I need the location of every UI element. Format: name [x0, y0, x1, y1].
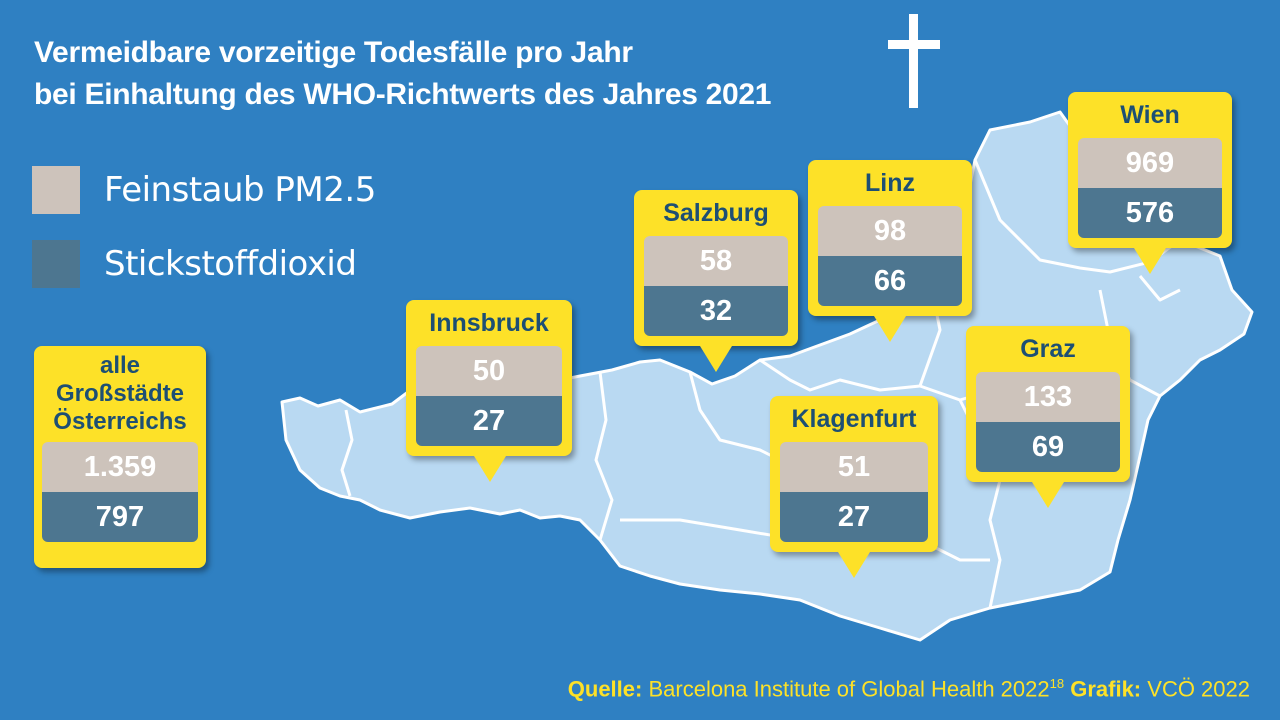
no2-value-linz: 66: [818, 256, 962, 306]
callout-pointer-graz: [1032, 482, 1064, 508]
legend-item-no2: Stickstoffdioxid: [32, 240, 357, 288]
source-line: Quelle: Barcelona Institute of Global He…: [568, 676, 1250, 702]
city-name-innsbruck: Innsbruck: [429, 309, 549, 337]
no2-value-klagenfurt: 27: [780, 492, 928, 542]
callout-linz: Linz 98 66: [808, 160, 972, 316]
callout-pointer-innsbruck: [474, 456, 506, 482]
callout-wien: Wien 969 576: [1068, 92, 1232, 248]
pm25-value-klagenfurt: 51: [780, 442, 928, 492]
city-name-graz: Graz: [1020, 335, 1076, 363]
callout-pointer-salzburg: [700, 346, 732, 372]
callout-klagenfurt: Klagenfurt 51 27: [770, 396, 938, 552]
title-line-2: bei Einhaltung des WHO-Richtwerts des Ja…: [34, 78, 772, 111]
pm25-value-graz: 133: [976, 372, 1120, 422]
legend-label-no2: Stickstoffdioxid: [104, 244, 357, 284]
source-grafik-text: VCÖ 2022: [1147, 676, 1250, 702]
callout-pointer-linz: [874, 316, 906, 342]
austria-outline: [280, 110, 1254, 642]
total-label-line-2: Großstädte: [55, 380, 184, 407]
city-name-linz: Linz: [865, 169, 915, 197]
pm25-value-linz: 98: [818, 206, 962, 256]
no2-value-wien: 576: [1078, 188, 1222, 238]
city-name-salzburg: Salzburg: [663, 199, 769, 227]
total-pm25-value: 1.359: [42, 442, 198, 492]
source-grafik-label: Grafik:: [1070, 676, 1142, 702]
cross-icon: [888, 14, 940, 108]
callout-salzburg: Salzburg 58 32: [634, 190, 798, 346]
total-no2-value: 797: [42, 492, 198, 542]
no2-value-innsbruck: 27: [416, 396, 562, 446]
title-line-1: Vermeidbare vorzeitige Todesfälle pro Ja…: [34, 36, 633, 69]
chart-title: Vermeidbare vorzeitige Todesfälle pro Ja…: [34, 32, 771, 116]
callout-pointer-wien: [1134, 248, 1166, 274]
no2-value-graz: 69: [976, 422, 1120, 472]
legend-swatch-pm25: [32, 166, 80, 214]
source-footnote: 18: [1049, 676, 1065, 691]
no2-value-salzburg: 32: [644, 286, 788, 336]
pm25-value-salzburg: 58: [644, 236, 788, 286]
total-label-line-3: Österreichs: [53, 408, 187, 435]
legend-item-pm25: Feinstaub PM2.5: [32, 166, 376, 214]
callout-pointer-klagenfurt: [838, 552, 870, 578]
city-name-klagenfurt: Klagenfurt: [791, 405, 917, 433]
city-name-wien: Wien: [1120, 101, 1180, 129]
legend-label-pm25: Feinstaub PM2.5: [104, 170, 376, 210]
callout-graz: Graz 133 69: [966, 326, 1130, 482]
callout-innsbruck: Innsbruck 50 27: [406, 300, 572, 456]
source-quelle-label: Quelle:: [567, 676, 643, 702]
total-label-line-1: alle: [99, 352, 141, 379]
pm25-value-wien: 969: [1078, 138, 1222, 188]
legend-swatch-no2: [32, 240, 80, 288]
pm25-value-innsbruck: 50: [416, 346, 562, 396]
source-quelle-text: Barcelona Institute of Global Health 202…: [648, 676, 1050, 702]
total-box: alle Großstädte Österreichs 1.359 797: [34, 346, 206, 568]
